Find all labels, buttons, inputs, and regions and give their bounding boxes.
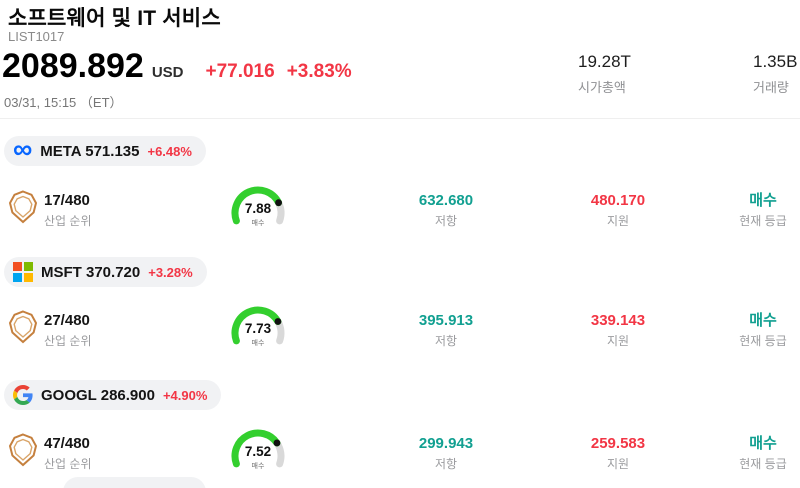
industry-rank-value: 47/480 [44, 435, 90, 452]
industry-rank-value: 27/480 [44, 312, 90, 329]
industry-rank-label: 산업 순위 [44, 214, 92, 228]
rating-col: 매수 현재 등급 [727, 436, 799, 471]
stock-detail-meta: 17/480 산업 순위 7.88 매수 632.680 저항 480.170 … [0, 186, 800, 251]
resistance-col: 299.943 저항 [398, 436, 494, 471]
support-value: 259.583 [590, 435, 646, 452]
ticker-symbol: META [40, 142, 82, 160]
rating-gauge: 7.88 매수 [225, 185, 291, 235]
header-divider [0, 118, 800, 119]
support-col: 259.583 지원 [572, 436, 664, 471]
support-label: 지원 [606, 214, 630, 228]
ticker-change: +3.28% [148, 264, 193, 280]
sector-price: 2089.892 [2, 47, 144, 85]
rating-label: 현재 등급 [739, 334, 787, 348]
industry-rank-value: 17/480 [44, 192, 90, 209]
datetime: 03/31, 15:15 （ET） [4, 95, 123, 110]
resistance-label: 저항 [434, 334, 458, 348]
ticker-pill-googl[interactable]: GOOGL 286.900 +4.90% [4, 380, 222, 410]
support-value: 480.170 [590, 192, 646, 209]
rating-gauge: 7.52 매수 [225, 428, 291, 478]
resistance-label: 저항 [434, 214, 458, 228]
shield-badge-icon [8, 433, 38, 467]
googl-logo-icon [13, 385, 33, 405]
rating-col: 매수 현재 등급 [727, 193, 799, 228]
resistance-label: 저항 [434, 457, 458, 471]
shield-badge-icon [8, 310, 38, 344]
resistance-value: 632.680 [418, 192, 474, 209]
ticker-price: 571.135 [85, 142, 140, 160]
support-label: 지원 [606, 457, 630, 471]
volume-value: 1.35B [753, 52, 798, 71]
ticker-pill-msft[interactable]: MSFT 370.720 +3.28% [4, 257, 207, 287]
stock-detail-googl: 47/480 산업 순위 7.52 매수 299.943 저항 259.583 … [0, 429, 800, 488]
industry-rank: 47/480 산업 순위 [44, 436, 92, 471]
support-label: 지원 [606, 334, 630, 348]
price-change-pct: +3.83% [286, 61, 352, 82]
ticker-change: +4.90% [162, 387, 208, 403]
gauge-score: 7.88 [244, 201, 272, 216]
industry-rank-label: 산업 순위 [44, 457, 92, 471]
page-title: 소프트웨어 및 IT 서비스 [8, 7, 221, 30]
ticker-price: 286.900 [100, 386, 155, 404]
msft-logo-icon [13, 262, 33, 282]
support-col: 480.170 지원 [572, 193, 664, 228]
industry-rank: 27/480 산업 순위 [44, 313, 92, 348]
market-cap-label: 시가총액 [578, 80, 626, 95]
resistance-value: 395.913 [418, 312, 474, 329]
sector-price-row: 2089.892 USD +77.016 +3.83% [2, 47, 352, 86]
market-cap-value: 19.28T [578, 52, 631, 71]
next-ticker-pill-partial[interactable] [63, 477, 206, 488]
rating-col: 매수 현재 등급 [727, 313, 799, 348]
resistance-col: 395.913 저항 [398, 313, 494, 348]
shield-badge-icon [8, 190, 38, 224]
gauge-score-label: 매수 [251, 220, 265, 227]
ticker-symbol: MSFT [41, 263, 82, 281]
ticker-price: 370.720 [86, 263, 141, 281]
ticker-symbol: GOOGL [41, 386, 97, 404]
industry-rank: 17/480 산업 순위 [44, 193, 92, 228]
meta-logo-icon: ∞ [13, 133, 33, 164]
gauge-score-label: 매수 [251, 463, 265, 470]
resistance-value: 299.943 [418, 435, 474, 452]
support-value: 339.143 [590, 312, 646, 329]
ticker-change: +6.48% [147, 143, 192, 159]
gauge-score: 7.52 [244, 444, 272, 459]
support-col: 339.143 지원 [572, 313, 664, 348]
rating-value: 매수 [749, 435, 777, 452]
list-id: LIST1017 [8, 29, 65, 44]
rating-label: 현재 등급 [739, 457, 787, 471]
rating-label: 현재 등급 [739, 214, 787, 228]
volume-label: 거래량 [753, 80, 789, 95]
ticker-pill-meta[interactable]: ∞ META 571.135 +6.48% [4, 133, 206, 166]
gauge-score-label: 매수 [251, 340, 265, 347]
currency-label: USD [151, 64, 184, 81]
gauge-score: 7.73 [244, 321, 272, 336]
resistance-col: 632.680 저항 [398, 193, 494, 228]
volume: 1.35B 거래량 [753, 52, 797, 96]
price-change: +77.016 [205, 61, 275, 82]
price-change-group: +77.016 +3.83% [205, 61, 351, 83]
stock-detail-msft: 27/480 산업 순위 7.73 매수 395.913 저항 339.143 … [0, 306, 800, 371]
rating-value: 매수 [749, 192, 777, 209]
market-cap: 19.28T 시가총액 [578, 52, 631, 96]
industry-rank-label: 산업 순위 [44, 334, 92, 348]
rating-value: 매수 [749, 312, 777, 329]
rating-gauge: 7.73 매수 [225, 305, 291, 355]
